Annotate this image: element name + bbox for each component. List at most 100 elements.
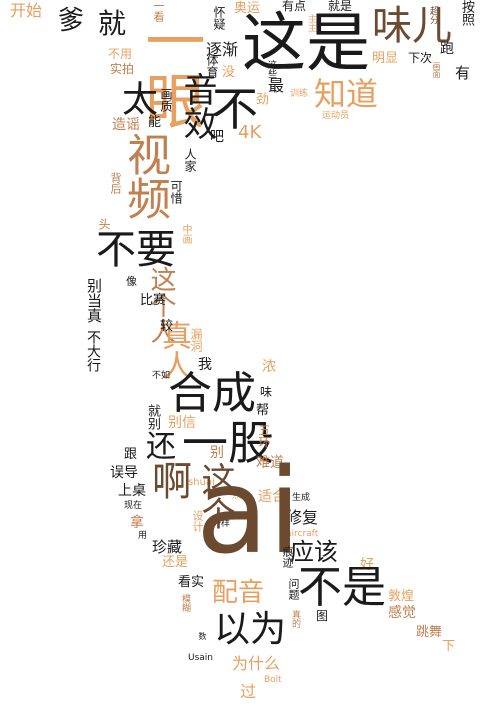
word-yi-gu: 一股 [182,416,274,470]
word-dun-huang: 敦煌 [388,589,415,604]
word-hao: 好 [360,557,374,573]
word-xia: 下 [442,639,456,654]
word-dian: 点 [232,491,242,501]
word-aircraft: aircraft [286,529,319,539]
word-wei-er: 味儿 [372,3,452,49]
word-neng: 能 [148,115,162,130]
word-hua-mian: 画面 [432,62,441,78]
word-xia-ci: 下次 [408,51,433,65]
word-jiu-bie: 就别 [145,404,160,430]
word-bang: 帮 [256,403,270,418]
word-mo-hu: 模糊 [180,594,190,612]
word-bie: 别 [210,445,224,461]
word-an-zhao: 按照 [459,0,474,26]
word-zhen-de: 真的 [290,610,300,628]
word-xiu-fu: 修复 [286,508,319,527]
word-huan: 还 [140,430,175,460]
word-you: 有 [455,64,471,82]
word-bie-dang-zhen: 别当真 [85,278,103,323]
word-zhe-xie: 这些 [266,60,276,78]
word-sheng-cheng: 生成 [292,493,311,503]
word-chao-fen: 超分 [428,6,438,24]
word-nong: 浓 [262,359,276,375]
word-jin: 劲 [253,92,268,105]
word-a: 啊 [145,460,191,500]
word-zhe-ge: 这个 [195,462,235,530]
word-ming-xian: 明显 [372,51,399,66]
word-ren-jia: 人家 [183,148,197,172]
word-wen-ti: 问题 [287,578,300,600]
word-wo: 我 [198,357,212,373]
word-bie-xin: 别信 [168,415,196,431]
word-zhu-jian: 逐渐 [206,40,239,59]
word-gan-jue: 感觉 [388,605,416,621]
word-nan-dao: 难道 [256,455,284,471]
word-bolt: Bolt [264,675,282,685]
word-zhen-ren: 真人 [156,320,191,380]
word-pao: 跑 [440,41,454,57]
word-tiao-wu: 跳舞 [416,625,443,640]
word-shi-pin: 视频 [119,132,170,220]
word-zhen-cang: 珍藏 [152,538,183,556]
word-gen: 跟 [124,447,138,462]
word-huai-yi: 怀疑 [212,6,226,30]
word-mei: 没 [222,65,236,80]
word-bu-shi: 不是 [298,562,386,613]
word-pei-yin: 配音 [212,578,265,608]
word-she-ji: 设计 [191,510,204,532]
word-xun-lian: 训练 [290,89,309,99]
word-bu-yao: 不要 [96,227,176,273]
word-bei-hou: 背后 [109,172,122,194]
word-lou-dong: 漏洞 [189,328,203,352]
word-zhu-zhu: 主主 [306,14,316,32]
word-xian-zai: 现在 [124,501,143,511]
word-hen-ji: 痕迹 [281,546,294,568]
word-shu: 数 [198,632,207,640]
word-tou: 头 [97,218,111,230]
word-shuai: shuai [188,477,215,488]
word-yong: 用 [138,531,148,541]
word-ao-yun: 奥运 [234,1,261,16]
word-zhi-dao: 知道 [314,75,379,113]
word-hai-shi: 还是 [162,555,189,570]
word-guo: 过 [240,682,257,701]
word-na: 拿 [130,515,144,531]
word-yin-xiao: 音效 [177,72,217,140]
word-hua-zhi: 画质 [159,88,173,112]
word-yi-kan: 一看 [152,0,165,22]
word-yi-yan: 一眼 [135,10,205,130]
word-die: 爹 [58,6,85,36]
word-tai: 太 [116,80,157,116]
word-he-cheng: 合成 [168,368,256,419]
word-bu-yong: 不用 [108,47,133,61]
word-zhe-shi: 这是 [242,7,370,81]
word-zao-yao: 造谣 [112,117,140,133]
word-usain: Usain [188,653,213,663]
word-zui: 最 [268,76,285,95]
word-jiao: 较 [160,319,174,334]
word-ti-yu: 体育 [205,54,219,78]
word-jiu-shi: 就是 [328,0,353,13]
word-ba: 吧 [210,129,224,145]
word-ke-xi: 可惜 [169,180,183,204]
word-kai-shi: 开始 [10,1,43,20]
word-xiang: 像 [126,275,137,288]
word-bu-da-xing: 不大行 [85,330,101,372]
word-wu-dao: 误导 [110,465,138,481]
word-you-dian: 有点 [282,0,307,13]
word-4k: 4K [238,122,262,143]
word-shang-zhuo: 上桌 [118,483,146,499]
word-yun-dong-yuan: 运动员 [322,111,350,121]
word-tu: 图 [316,609,329,623]
word-zhe-ge-ren: 这个人 [146,266,176,344]
word-ying-gai: 应该 [290,538,338,566]
word-jiu: 就 [98,7,127,40]
word-shi-pai: 实拍 [110,62,135,76]
word-yi-wei: 以为 [214,609,287,650]
word-yi-yang: 一样 [212,519,231,529]
word-wu-huan: 五环 [257,424,271,448]
word-bu: 不 [212,82,258,136]
word-bi-sai: 比赛 [140,293,167,308]
word-kan-shi: 看实 [178,575,205,590]
